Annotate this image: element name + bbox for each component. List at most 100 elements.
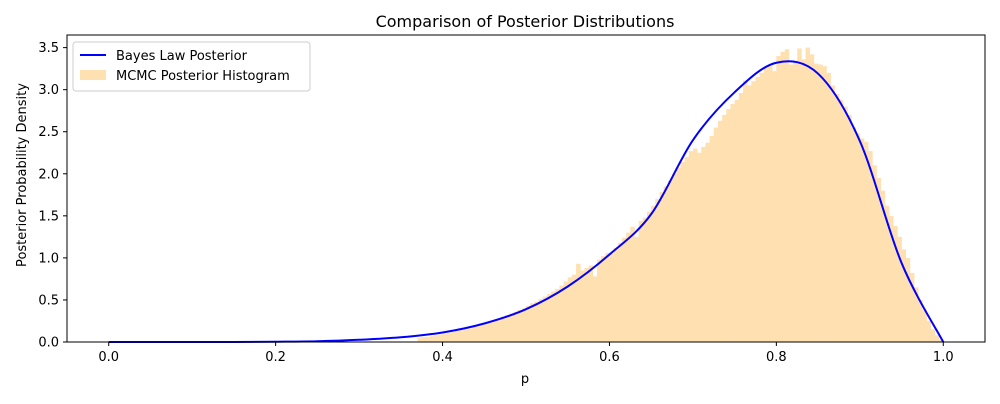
histogram-bar [680,162,685,342]
histogram-bar [421,336,427,342]
histogram-bar [897,236,902,342]
histogram-bar [801,59,806,342]
histogram-bar [526,305,531,342]
histogram-bar [559,285,564,342]
histogram-bar [768,66,773,343]
histogram-bar [797,48,802,343]
x-tick-label: 0.4 [432,350,453,365]
histogram-bar [488,321,493,342]
histogram-bar [763,67,769,343]
y-tick-label: 2.5 [38,125,59,140]
histogram-bar [722,114,727,343]
histogram-bar [521,308,527,342]
histogram-bar [822,66,827,343]
histogram-bar [672,173,677,342]
histogram-bar [713,127,719,343]
histogram-bar [934,335,940,342]
y-tick-label: 0.0 [38,336,59,351]
histogram-bar [922,310,927,342]
histogram-bar [584,267,589,342]
histogram-bar [863,141,869,342]
histogram-bar [655,199,660,342]
histogram-bar [784,49,790,343]
histogram-bar [634,236,639,342]
histogram-bar [480,325,485,342]
histogram-bar [905,257,911,342]
histogram-bar [834,93,840,342]
histogram-bar [697,152,702,342]
histogram-bar [692,148,698,342]
histogram-bar [596,259,602,342]
histogram-bar [847,114,852,343]
histogram-bar [747,85,752,342]
histogram-bar [738,93,744,342]
histogram-bar [430,336,435,342]
histogram-bar [830,85,836,342]
x-tick-label: 1.0 [933,350,954,365]
histogram-bar [859,138,865,342]
histogram-bar [776,56,781,342]
histogram-bar [455,331,460,342]
y-tick-label: 3.0 [38,83,59,98]
histogram-bar [818,64,823,342]
histogram-bar [759,72,765,342]
histogram-bar [772,71,777,343]
histogram-bar [638,220,644,342]
y-tick-label: 0.5 [38,293,59,308]
histogram-bar [496,318,502,342]
legend-label-bayes: Bayes Law Posterior [116,49,248,64]
histogram-bar [542,296,548,342]
histogram-bar [872,165,877,342]
histogram-bar [630,226,635,342]
histogram-bar [676,167,681,342]
histogram-bar [855,133,861,342]
x-tick-label: 0.0 [98,350,119,365]
histogram-bar [884,205,890,342]
histogram-bar [667,180,673,342]
histogram-bar [876,177,881,342]
histogram-bar [592,276,598,342]
legend-label-mcmc: MCMC Posterior Histogram [116,69,290,84]
histogram-bar [755,77,760,343]
histogram-bar [517,310,523,342]
histogram-bar [705,142,710,342]
histogram-bar [434,335,439,342]
histogram-bar [851,127,856,343]
legend-box [72,41,311,92]
histogram-bar [642,217,648,342]
histogram-bar [459,330,464,342]
histogram-bar [893,225,898,342]
histogram-bar [484,323,489,342]
histogram-bar [939,339,944,342]
histogram-bar [926,320,932,342]
x-axis-label: p [521,372,529,387]
histogram-bar [438,334,443,342]
y-tick-label: 1.0 [38,251,59,266]
histogram-bar [701,146,706,342]
histogram-bar [734,99,740,342]
histogram-bar [576,263,581,342]
y-tick-label: 1.5 [38,209,59,224]
histogram-bar [505,315,510,342]
histogram-bar [793,61,798,343]
y-axis: 0.0 0.5 1.0 1.5 2.0 2.5 3.0 3.5 [38,41,67,351]
histogram-bar [475,326,481,342]
y-tick-label: 3.5 [38,41,59,56]
histogram-bar [492,320,498,342]
x-tick-label: 0.2 [265,350,286,365]
histogram-bar [709,135,715,342]
histogram-bar [751,81,756,342]
histogram-bar [463,329,468,342]
histogram-bar [813,63,819,342]
x-tick-label: 0.6 [599,350,620,365]
histogram-bar [530,303,535,342]
histogram-bar [450,331,456,342]
histogram-bar [467,328,473,342]
histogram-bar [742,80,748,343]
histogram-bar [609,253,614,342]
histogram-bar [726,109,731,343]
histogram-bar [571,274,577,342]
histogram-bar [909,273,915,342]
